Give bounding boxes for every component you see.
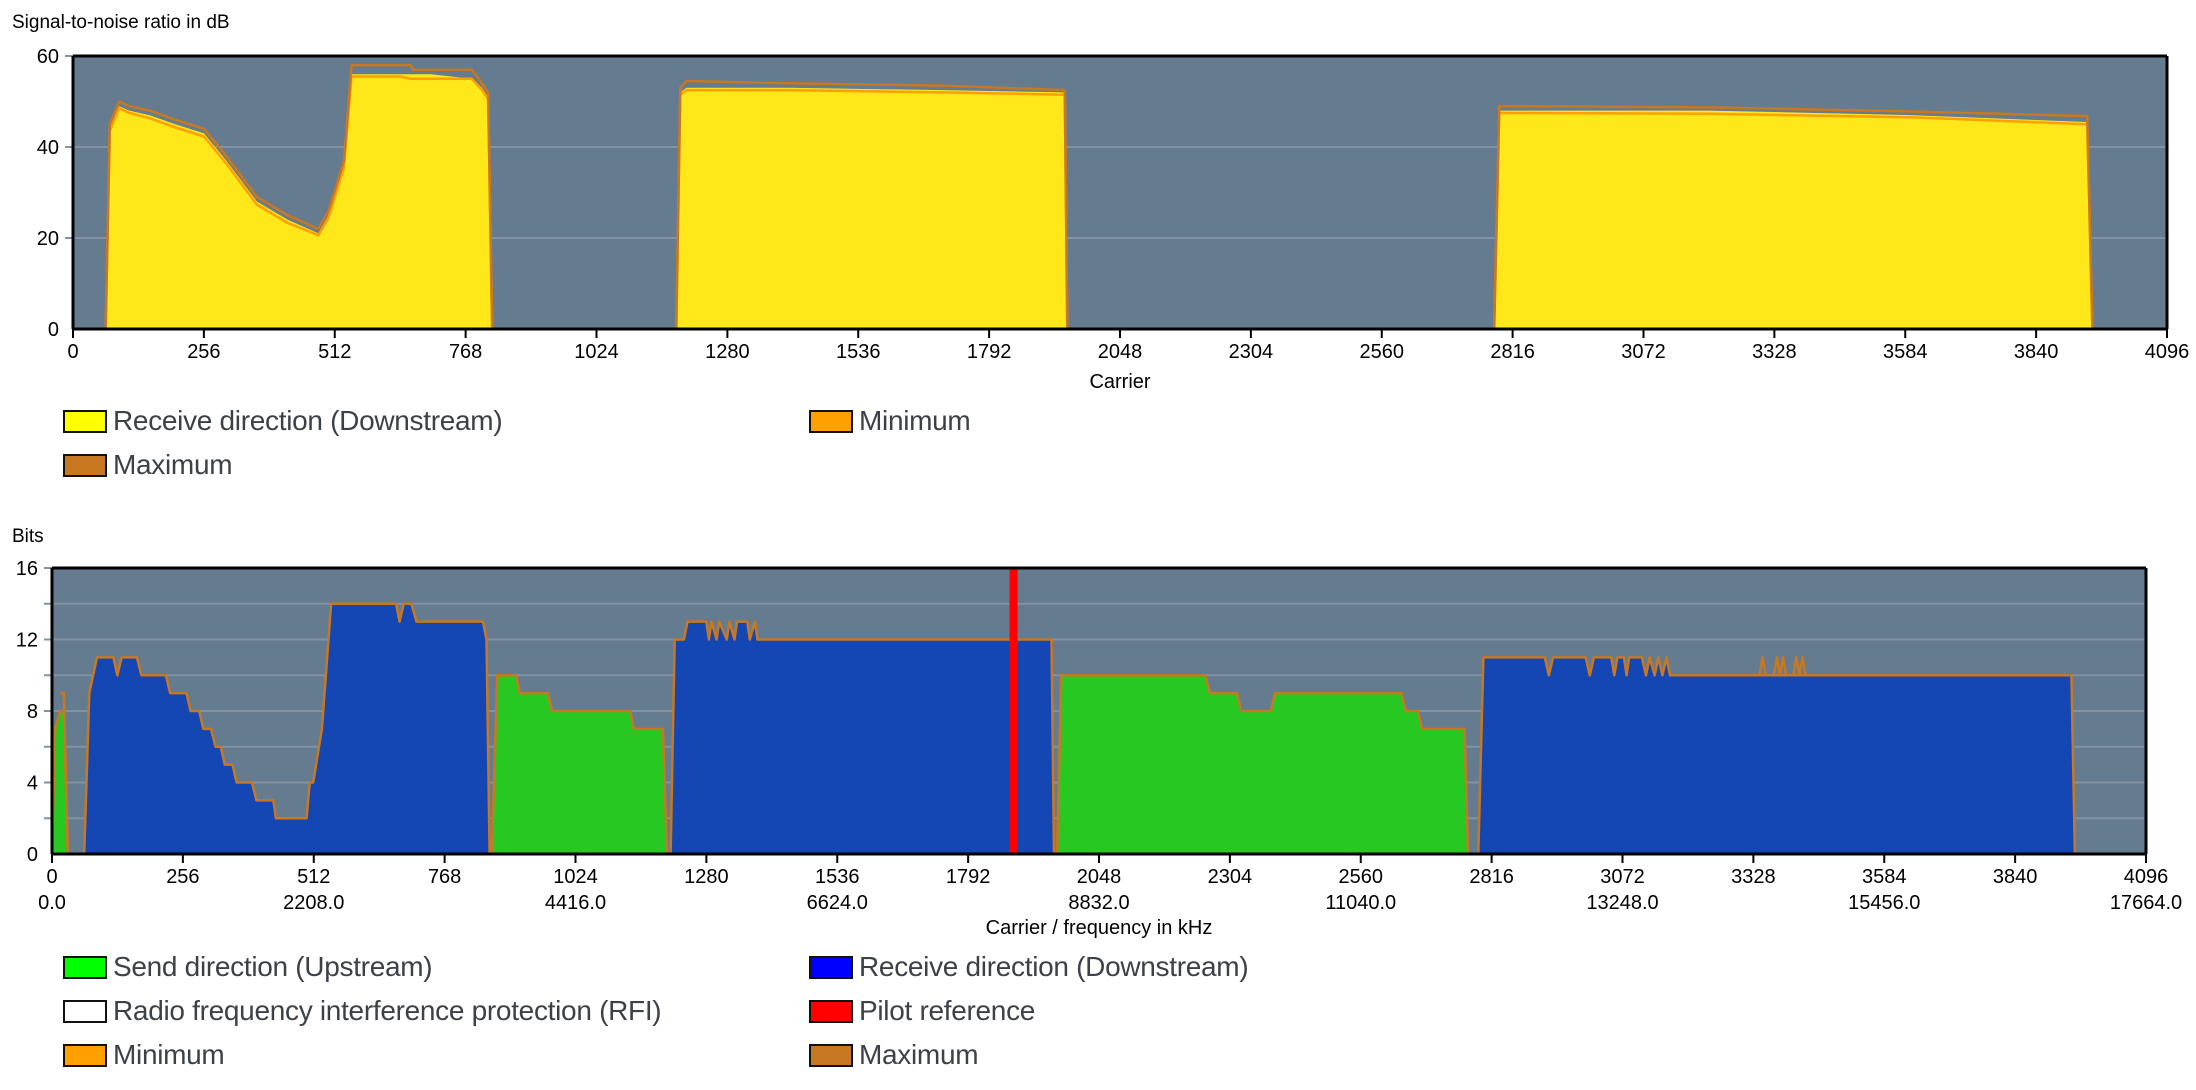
bits-x-tick-label: 256: [166, 866, 199, 888]
snr-x-tick-label: 4096: [2145, 341, 2190, 363]
legend-swatch: [63, 453, 107, 477]
legend-swatch: [809, 1043, 853, 1067]
legend-item[interactable]: Maximum: [809, 1038, 979, 1072]
bits-y-tick-label: 12: [16, 630, 38, 652]
snr-x-tick-label: 256: [187, 341, 220, 363]
legend-swatch: [63, 409, 107, 433]
snr-x-tick-label: 512: [318, 341, 351, 363]
snr-x-tick-label: 2304: [1229, 341, 1274, 363]
snr-x-tick-label: 1280: [705, 341, 750, 363]
snr-y-tick-label: 0: [48, 319, 59, 341]
legend-label: Radio frequency interference protection …: [113, 995, 662, 1026]
legend-label: Minimum: [859, 405, 971, 436]
bits-y-tick-label: 8: [27, 701, 38, 723]
bits-x-tick-label: 1280: [684, 866, 729, 888]
bits-y-tick-label: 16: [16, 558, 38, 580]
legend-label: Receive direction (Downstream): [113, 405, 503, 436]
bits-frequency-tick-label: 15456.0: [1848, 892, 1920, 914]
snr-x-tick-label: 2560: [1360, 341, 1405, 363]
bits-frequency-tick-label: 0.0: [38, 892, 66, 914]
legend-swatch: [63, 1043, 107, 1067]
bits-y-tick-label: 0: [27, 844, 38, 866]
legend-swatch: [63, 999, 107, 1023]
snr-x-tick-label: 768: [449, 341, 482, 363]
legend-swatch: [63, 955, 107, 979]
bits-frequency-tick-label: 11040.0: [1325, 892, 1396, 914]
bits-frequency-tick-label: 8832.0: [1068, 892, 1129, 914]
bits-frequency-tick-label: 2208.0: [283, 892, 344, 914]
bits-x-tick-label: 1024: [553, 866, 598, 888]
bits-x-tick-label: 3328: [1731, 866, 1776, 888]
bits-x-tick-label: 512: [297, 866, 330, 888]
bits-frequency-tick-label: 17664.0: [2110, 892, 2182, 914]
legend-item[interactable]: Receive direction (Downstream): [809, 950, 1249, 984]
bits-x-tick-label: 2560: [1339, 866, 1384, 888]
bits-x-tick-label: 1792: [946, 866, 991, 888]
legend-label: Send direction (Upstream): [113, 951, 433, 982]
snr-x-tick-label: 3328: [1752, 341, 1797, 363]
bits-frequency-tick-label: 6624.0: [807, 892, 868, 914]
bits-series-max-line: [1758, 656, 1807, 677]
snr-y-tick-label: 20: [37, 228, 59, 250]
bits-x-tick-label: 4096: [2124, 866, 2169, 888]
snr-y-axis-title: Signal-to-noise ratio in dB: [12, 12, 230, 33]
legend-item[interactable]: Maximum: [63, 448, 233, 482]
legend-item[interactable]: Radio frequency interference protection …: [63, 994, 662, 1028]
snr-x-tick-label: 3840: [2014, 341, 2059, 363]
legend-label: Pilot reference: [859, 995, 1036, 1026]
legend-item[interactable]: Receive direction (Downstream): [63, 404, 503, 438]
legend-item[interactable]: Send direction (Upstream): [63, 950, 433, 984]
bits-x-tick-label: 768: [428, 866, 461, 888]
bits-frequency-tick-label: 4416.0: [545, 892, 606, 914]
bits-y-tick-label: 4: [27, 773, 38, 795]
bits-frequency-tick-label: 13248.0: [1586, 892, 1658, 914]
snr-series-receive-area: [73, 74, 2167, 329]
snr-x-tick-label: 2048: [1098, 341, 1143, 363]
legend-label: Maximum: [113, 449, 233, 480]
bits-x-tick-label: 3072: [1600, 866, 1645, 888]
bits-x-tick-label: 3584: [1862, 866, 1907, 888]
bits-x-tick-label: 0: [46, 866, 57, 888]
legend-swatch: [809, 409, 853, 433]
bits-x-axis-title: Carrier / frequency in kHz: [986, 917, 1213, 939]
bits-series-upstream-area: [52, 675, 1469, 854]
snr-x-tick-label: 3584: [1883, 341, 1928, 363]
bits-y-axis-title: Bits: [12, 526, 44, 547]
snr-x-tick-label: 1792: [967, 341, 1012, 363]
snr-x-tick-label: 3072: [1621, 341, 1666, 363]
legend-item[interactable]: Minimum: [63, 1038, 225, 1072]
snr-x-tick-label: 2816: [1490, 341, 1535, 363]
snr-y-tick-label: 40: [37, 137, 59, 159]
legend-label: Maximum: [859, 1039, 979, 1070]
snr-x-tick-label: 0: [67, 341, 78, 363]
legend-label: Receive direction (Downstream): [859, 951, 1249, 982]
legend-swatch: [809, 999, 853, 1023]
snr-y-tick-label: 60: [37, 46, 59, 68]
snr-x-axis-title: Carrier: [1089, 371, 1150, 393]
snr-series-max-line: [73, 63, 2167, 331]
legend-item[interactable]: Minimum: [809, 404, 971, 438]
bits-x-tick-label: 3840: [1993, 866, 2038, 888]
legend-swatch: [809, 955, 853, 979]
bits-series-downstream-area: [67, 603, 2146, 854]
bits-series-max-line: [60, 691, 70, 855]
snr-x-tick-label: 1024: [574, 341, 619, 363]
legend-label: Minimum: [113, 1039, 225, 1070]
bits-x-tick-label: 2816: [1469, 866, 1514, 888]
bits-x-tick-label: 2048: [1077, 866, 1122, 888]
bits-x-tick-label: 2304: [1208, 866, 1253, 888]
snr-x-tick-label: 1536: [836, 341, 881, 363]
bits-series-downstream-outline: [67, 602, 2146, 856]
bits-x-tick-label: 1536: [815, 866, 860, 888]
legend-item[interactable]: Pilot reference: [809, 994, 1035, 1028]
